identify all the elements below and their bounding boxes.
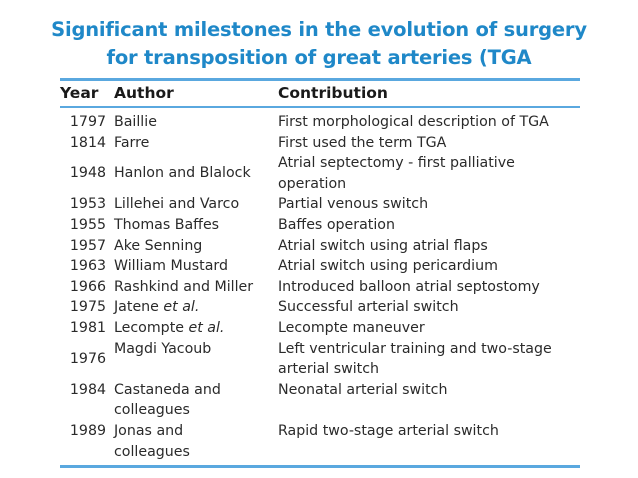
cell-contribution: Atrial switch using atrial flaps <box>278 236 578 257</box>
cell-contribution: Left ventricular training and two-stage a… <box>278 339 578 380</box>
cell-author: Ake Senning <box>114 236 274 257</box>
cell-contribution-line: First used the term TGA <box>278 134 447 151</box>
header-year: Year <box>60 84 99 102</box>
cell-contribution-line: arterial switch <box>278 361 380 378</box>
cell-year: 1989 <box>69 423 106 439</box>
cell-author: Castaneda and colleagues <box>114 380 274 421</box>
slide-title: Significant milestones in the evolution … <box>0 16 638 72</box>
table-row: 1814 Farre First used the term TGA <box>60 133 580 154</box>
cell-author-name: Lillehei and Varco <box>114 196 240 213</box>
header-author: Author <box>114 84 174 102</box>
cell-contribution-line: Successful arterial switch <box>278 299 459 316</box>
cell-author: Thomas Baffes <box>114 215 274 236</box>
table-row: 1975 Jatene et al. Successful arterial swi… <box>60 297 580 318</box>
cell-contribution-line: Left ventricular training and two-stage <box>278 340 552 357</box>
table-row: 1981 Lecompte et al. Lecompte maneuver <box>60 318 580 339</box>
cell-year: 1981 <box>69 320 106 336</box>
table-row: 1797 Baillie First morphological descripti… <box>60 112 580 133</box>
header-contribution: Contribution <box>278 84 388 102</box>
cell-year: 1953 <box>69 196 106 213</box>
cell-contribution: Partial venous switch <box>278 194 578 215</box>
table-row: 1953 Lillehei and Varco Partial venous swi… <box>60 194 580 215</box>
cell-author-line-2: colleagues <box>114 443 190 460</box>
cell-author-suffix: et al. <box>188 320 225 336</box>
cell-author-name: Rashkind and Miller <box>114 278 254 295</box>
cell-contribution-line: Partial venous switch <box>278 196 429 213</box>
cell-year: 1797 <box>69 114 106 130</box>
cell-author-name: Thomas Baffes <box>114 217 220 233</box>
table-row: 1955 Thomas Baffes Baffes operation <box>60 215 580 236</box>
milestones-table: Year Author Contribution 1797 Baillie Firs… <box>60 78 580 466</box>
cell-author: Magdi Yacoub <box>114 339 274 360</box>
cell-author-name: Jatene <box>114 299 159 316</box>
cell-contribution: Neonatal arterial switch <box>278 380 578 401</box>
cell-author: Jatene et al. <box>114 297 274 318</box>
cell-author-name: Jonas and <box>114 423 184 439</box>
cell-contribution-line: operation <box>278 175 347 192</box>
cell-contribution: Atrial switch using pericardium <box>278 256 578 277</box>
table-header: Year Author Contribution <box>60 81 580 105</box>
cell-contribution-line: Rapid two-stage arterial switch <box>278 423 499 439</box>
table-row: 1948 Hanlon and Blalock Atrial septectomy … <box>60 153 580 194</box>
cell-contribution: Baffes operation <box>278 215 578 236</box>
cell-year: 1975 <box>69 299 106 316</box>
cell-contribution-line: Atrial septectomy - first palliative <box>278 155 515 172</box>
cell-author: Hanlon and Blalock <box>114 163 274 184</box>
table-bottom-rule <box>60 465 580 468</box>
cell-author-name: Hanlon and Blalock <box>114 165 251 182</box>
cell-contribution: First morphological description of TGA <box>278 112 578 133</box>
table-row: 1966 Rashkind and Miller Introduced balloo… <box>60 277 580 298</box>
cell-author: Lillehei and Varco <box>114 194 274 215</box>
cell-contribution-line: Atrial switch using atrial flaps <box>278 237 488 254</box>
cell-author: Rashkind and Miller <box>114 277 274 298</box>
cell-author-name: Lecompte <box>114 320 184 336</box>
table-row: 1984 Castaneda and colleagues Neonatal arte… <box>60 380 580 421</box>
cell-author-name: Magdi Yacoub <box>114 340 212 357</box>
table-body: 1797 Baillie First morphological descripti… <box>60 108 580 466</box>
table-row: 1963 William Mustard Atrial switch using p… <box>60 256 580 277</box>
table-header-rule <box>60 106 580 108</box>
cell-contribution-line: Neonatal arterial switch <box>278 381 448 398</box>
cell-year: 1814 <box>69 134 106 151</box>
cell-author: Lecompte et al. <box>114 318 274 339</box>
cell-author-name: Castaneda and <box>114 381 221 398</box>
cell-contribution: Rapid two-stage arterial switch <box>278 421 578 442</box>
cell-author: William Mustard <box>114 256 274 277</box>
cell-year: 1957 <box>69 237 106 254</box>
cell-author-name: William Mustard <box>114 258 228 275</box>
cell-year: 1955 <box>69 217 106 233</box>
cell-author-name: Ake Senning <box>114 237 203 254</box>
cell-contribution: Atrial septectomy - first palliative oper… <box>278 153 578 194</box>
cell-year: 1948 <box>69 165 106 182</box>
cell-contribution: Lecompte maneuver <box>278 318 578 339</box>
table-row: 1989 Jonas and colleagues Rapid two-stage a… <box>60 421 580 462</box>
cell-contribution-line: Lecompte maneuver <box>278 320 425 336</box>
cell-contribution: Introduced balloon atrial septostomy <box>278 277 578 298</box>
cell-author: Farre <box>114 133 274 154</box>
cell-author-name: Farre <box>114 134 150 151</box>
cell-year: 1963 <box>69 258 106 275</box>
cell-author: Baillie <box>114 112 274 133</box>
cell-contribution-line: Introduced balloon atrial septostomy <box>278 278 540 295</box>
cell-contribution-line: Baffes operation <box>278 217 395 233</box>
cell-contribution-line: Atrial switch using pericardium <box>278 258 498 275</box>
cell-contribution: Successful arterial switch <box>278 297 578 318</box>
cell-year: 1966 <box>69 278 106 295</box>
table-top-rule <box>60 78 580 81</box>
cell-author: Jonas and colleagues <box>114 421 274 462</box>
cell-year: 1984 <box>69 381 106 398</box>
slide-title-line-2: for transposition of great arteries (TGA <box>106 46 532 69</box>
cell-contribution: First used the term TGA <box>278 133 578 154</box>
table-row: 1976 Magdi Yacoub Left ventricular trainin… <box>60 339 580 380</box>
slide-title-line-1: Significant milestones in the evolution … <box>51 18 587 41</box>
cell-year: 1976 <box>69 350 106 367</box>
cell-author-suffix: et al. <box>163 299 200 316</box>
cell-author-line-2: colleagues <box>114 402 190 419</box>
cell-author-name: Baillie <box>114 114 157 130</box>
table-row: 1957 Ake Senning Atrial switch using atria… <box>60 236 580 257</box>
cell-contribution-line: First morphological description of TGA <box>278 114 549 130</box>
